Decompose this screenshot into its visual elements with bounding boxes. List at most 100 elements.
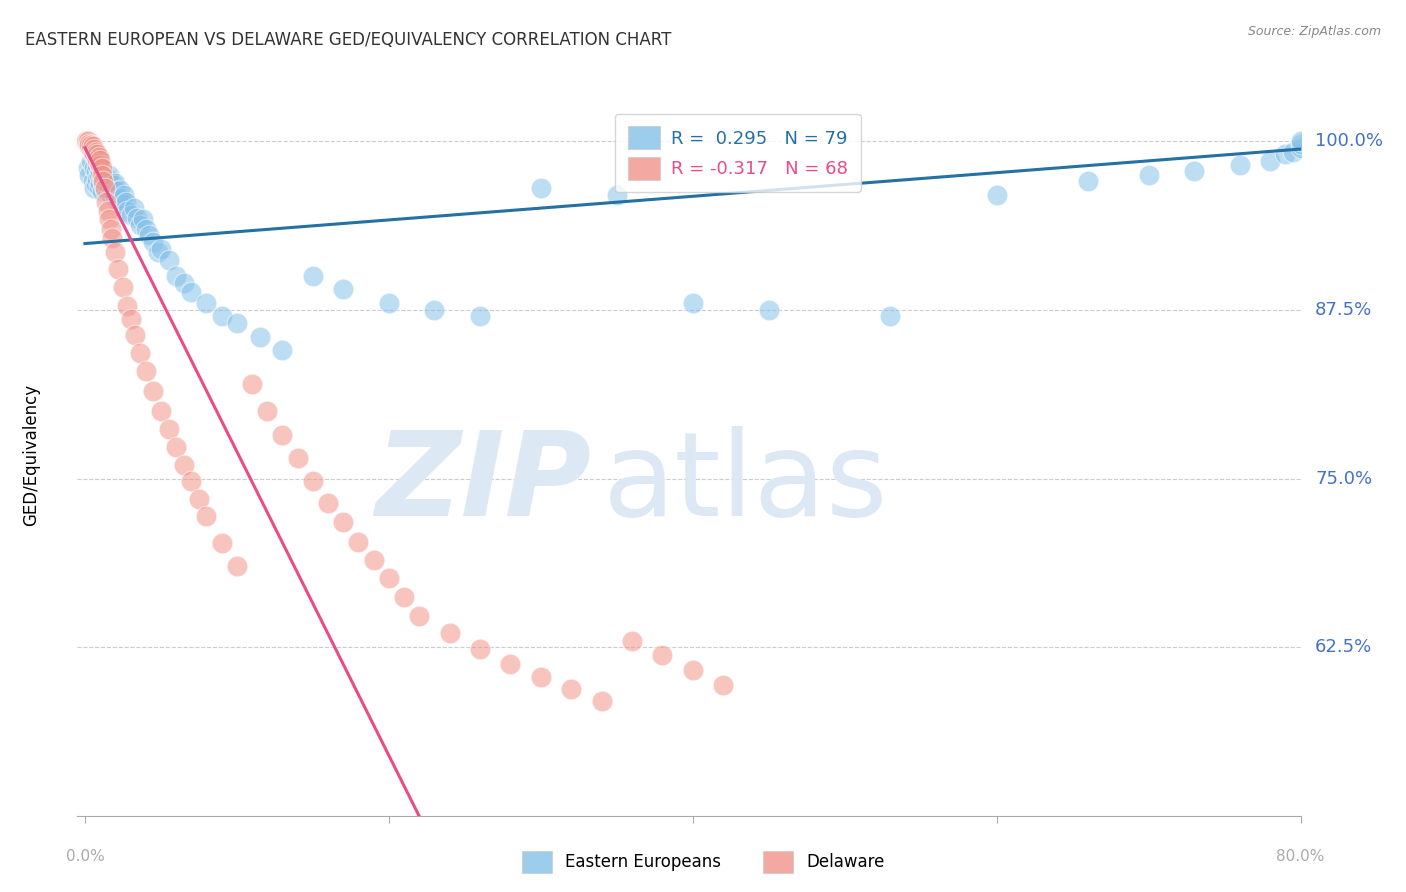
Point [86, 147, 108, 161]
Point [90, 168, 112, 182]
Point [117, 299, 139, 313]
Point [135, 363, 157, 377]
Point [104, 189, 127, 203]
Point [86, 158, 108, 172]
Text: EASTERN EUROPEAN VS DELAWARE GED/EQUIVALENCY CORRELATION CHART: EASTERN EUROPEAN VS DELAWARE GED/EQUIVAL… [25, 31, 672, 49]
Point [82, 139, 104, 153]
Point [77, 134, 100, 148]
Point [89, 158, 111, 172]
Point [83, 181, 105, 195]
Point [1289, 141, 1312, 155]
Point [711, 678, 734, 692]
Point [423, 302, 446, 317]
Text: atlas: atlas [603, 426, 889, 541]
Point [100, 221, 122, 235]
Point [83, 161, 105, 175]
Point [180, 285, 202, 300]
Point [240, 377, 263, 392]
Point [211, 536, 233, 550]
Point [530, 670, 553, 684]
Point [87, 150, 110, 164]
Point [128, 218, 150, 232]
Point [1274, 147, 1296, 161]
Point [104, 244, 127, 259]
Text: ZIP: ZIP [375, 426, 591, 541]
Point [271, 343, 294, 358]
Point [87, 179, 110, 194]
Point [316, 496, 339, 510]
Point [142, 384, 165, 398]
Point [96, 194, 118, 209]
Point [82, 145, 104, 159]
Point [468, 641, 491, 656]
Point [128, 346, 150, 360]
Point [1289, 134, 1312, 148]
Point [111, 197, 134, 211]
Point [82, 174, 104, 188]
Point [149, 404, 172, 418]
Point [302, 268, 325, 283]
Point [195, 296, 218, 310]
Point [98, 179, 121, 194]
Point [80, 138, 103, 153]
Point [499, 657, 522, 671]
Point [986, 188, 1008, 202]
Point [758, 302, 780, 317]
Point [225, 559, 247, 574]
Point [111, 280, 134, 294]
Point [187, 491, 209, 506]
Point [77, 161, 100, 175]
Point [879, 310, 901, 324]
Point [101, 231, 124, 245]
Text: 100.0%: 100.0% [1315, 132, 1384, 150]
Point [173, 458, 195, 472]
Point [97, 171, 120, 186]
Point [84, 177, 107, 191]
Point [117, 204, 139, 219]
Point [1258, 154, 1281, 169]
Point [80, 154, 103, 169]
Point [131, 212, 153, 227]
Point [606, 188, 628, 202]
Point [378, 572, 401, 586]
Point [96, 176, 118, 190]
Point [90, 171, 112, 186]
Point [107, 194, 129, 208]
Point [332, 515, 354, 529]
Point [1289, 136, 1312, 151]
Point [249, 330, 271, 344]
Point [104, 176, 127, 190]
Point [378, 296, 401, 310]
Point [108, 182, 131, 196]
Point [124, 328, 146, 343]
Point [157, 252, 180, 267]
Point [180, 475, 202, 489]
Point [107, 262, 129, 277]
Point [79, 168, 101, 182]
Point [256, 404, 278, 418]
Legend: Eastern Europeans, Delaware: Eastern Europeans, Delaware [515, 845, 891, 880]
Point [84, 163, 107, 178]
Point [439, 625, 461, 640]
Point [408, 609, 430, 624]
Point [77, 136, 100, 151]
Point [142, 235, 165, 250]
Text: 0.0%: 0.0% [66, 848, 104, 863]
Point [79, 139, 101, 153]
Point [114, 188, 136, 202]
Point [392, 591, 415, 605]
Point [82, 147, 104, 161]
Point [363, 552, 385, 566]
Point [89, 176, 111, 190]
Point [125, 211, 148, 225]
Point [1182, 163, 1205, 178]
Point [271, 428, 294, 442]
Point [195, 509, 218, 524]
Point [1137, 168, 1160, 182]
Point [287, 451, 309, 466]
Point [103, 178, 125, 193]
Point [84, 145, 107, 159]
Point [122, 202, 145, 216]
Point [98, 212, 121, 227]
Point [93, 182, 115, 196]
